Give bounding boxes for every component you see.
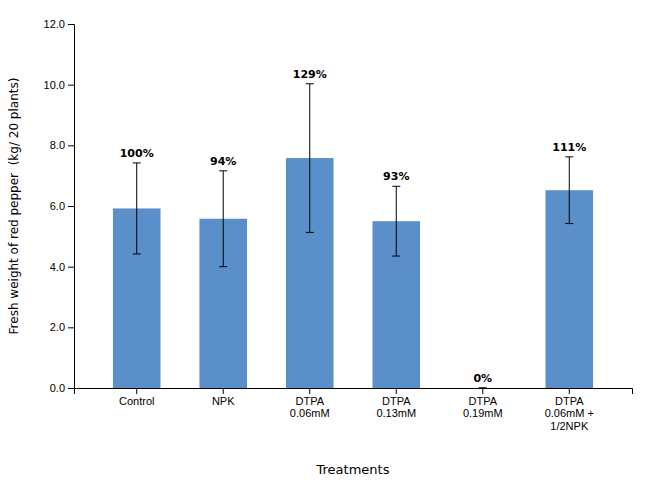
error-cap <box>565 156 573 157</box>
error-bar <box>479 388 487 389</box>
error-line <box>309 84 310 233</box>
error-cap <box>479 388 487 389</box>
error-cap <box>479 388 487 389</box>
tick-mark <box>223 388 224 394</box>
annotation: 0% <box>473 372 492 385</box>
tick-mark <box>68 206 74 207</box>
error-bar <box>392 186 400 256</box>
tick-label: DTPA0.06mM +1/2NPK <box>545 395 594 432</box>
y-tick: 8.0 <box>50 139 74 151</box>
x-axis-title: Treatments <box>316 462 390 477</box>
tick-mark <box>68 85 74 86</box>
tick-mark <box>68 24 74 25</box>
tick-mark <box>68 267 74 268</box>
tick-label: 4.0 <box>50 261 65 273</box>
error-bar <box>219 171 227 267</box>
tick-label: 0.0 <box>50 382 65 394</box>
error-cap <box>219 266 227 267</box>
tick-label: 2.0 <box>50 321 65 333</box>
y-axis-title: Fresh weight of red pepper (kg/ 20 plant… <box>7 78 21 335</box>
chart: 0.0 2.0 4.0 6.0 8.0 10.0 12.0 Control NPK DTPA0.0… <box>0 0 652 484</box>
x-tick: DTPA0.19mM <box>463 388 503 419</box>
tick-label: 8.0 <box>50 139 65 151</box>
tick-mark <box>68 145 74 146</box>
y-tick: 0.0 <box>50 382 74 394</box>
error-line <box>569 157 570 224</box>
error-cap <box>219 170 227 171</box>
error-cap <box>306 232 314 233</box>
error-line <box>136 163 137 254</box>
y-tick: 4.0 <box>50 261 74 273</box>
annotation: 93% <box>383 170 409 183</box>
tick-label: 12.0 <box>44 18 65 30</box>
y-tick: 2.0 <box>50 321 74 333</box>
tick-mark <box>309 388 310 394</box>
x-tick: Control <box>119 388 154 407</box>
error-cap <box>392 256 400 257</box>
axis-line <box>68 25 75 389</box>
tick-mark <box>569 388 570 394</box>
tick-label: DTPA0.19mM <box>463 395 503 420</box>
error-cap <box>306 83 314 84</box>
x-tick: NPK <box>212 388 235 407</box>
bar <box>459 388 507 389</box>
error-cap <box>565 223 573 224</box>
y-tick: 6.0 <box>50 200 74 212</box>
error-cap <box>392 186 400 187</box>
error-bar <box>306 84 314 233</box>
tick-label: DTPA0.06mM <box>290 395 330 420</box>
tick-mark <box>136 388 137 394</box>
annotation: 111% <box>552 141 586 154</box>
tick-mark <box>68 388 74 389</box>
annotation: 94% <box>210 155 236 168</box>
marks <box>113 84 593 388</box>
tick-label: 10.0 <box>44 79 65 91</box>
error-bar <box>133 163 141 254</box>
error-line <box>223 171 224 267</box>
error-line <box>396 186 397 256</box>
plot: 0.0 2.0 4.0 6.0 8.0 10.0 12.0 Control NPK DTPA0.0… <box>44 18 633 432</box>
x-axis: Control NPK DTPA0.06mM DTPA0.13mM DTPA0.19mM… <box>75 388 633 432</box>
x-tick: DTPA0.06mM <box>290 388 330 419</box>
y-axis: 0.0 2.0 4.0 6.0 8.0 10.0 12.0 <box>44 18 75 394</box>
tick-label: DTPA0.13mM <box>376 395 416 420</box>
tick-mark <box>396 388 397 394</box>
x-tick: DTPA0.13mM <box>376 388 416 419</box>
error-cap <box>133 162 141 163</box>
tick-label: 6.0 <box>50 200 65 212</box>
tick-label: NPK <box>212 395 235 407</box>
annotations: 100% 94% 129% 93% 0% 111% <box>120 68 587 385</box>
tick-mark <box>68 327 74 328</box>
error-bar <box>565 157 573 224</box>
y-tick: 12.0 <box>44 18 74 30</box>
y-tick: 10.0 <box>44 79 74 91</box>
annotation: 100% <box>120 147 154 160</box>
tick-label: Control <box>119 395 154 407</box>
axis-line <box>75 389 633 395</box>
annotation: 129% <box>293 68 327 81</box>
tick-mark <box>482 388 483 394</box>
x-tick: DTPA0.06mM +1/2NPK <box>545 388 594 432</box>
error-cap <box>133 253 141 254</box>
